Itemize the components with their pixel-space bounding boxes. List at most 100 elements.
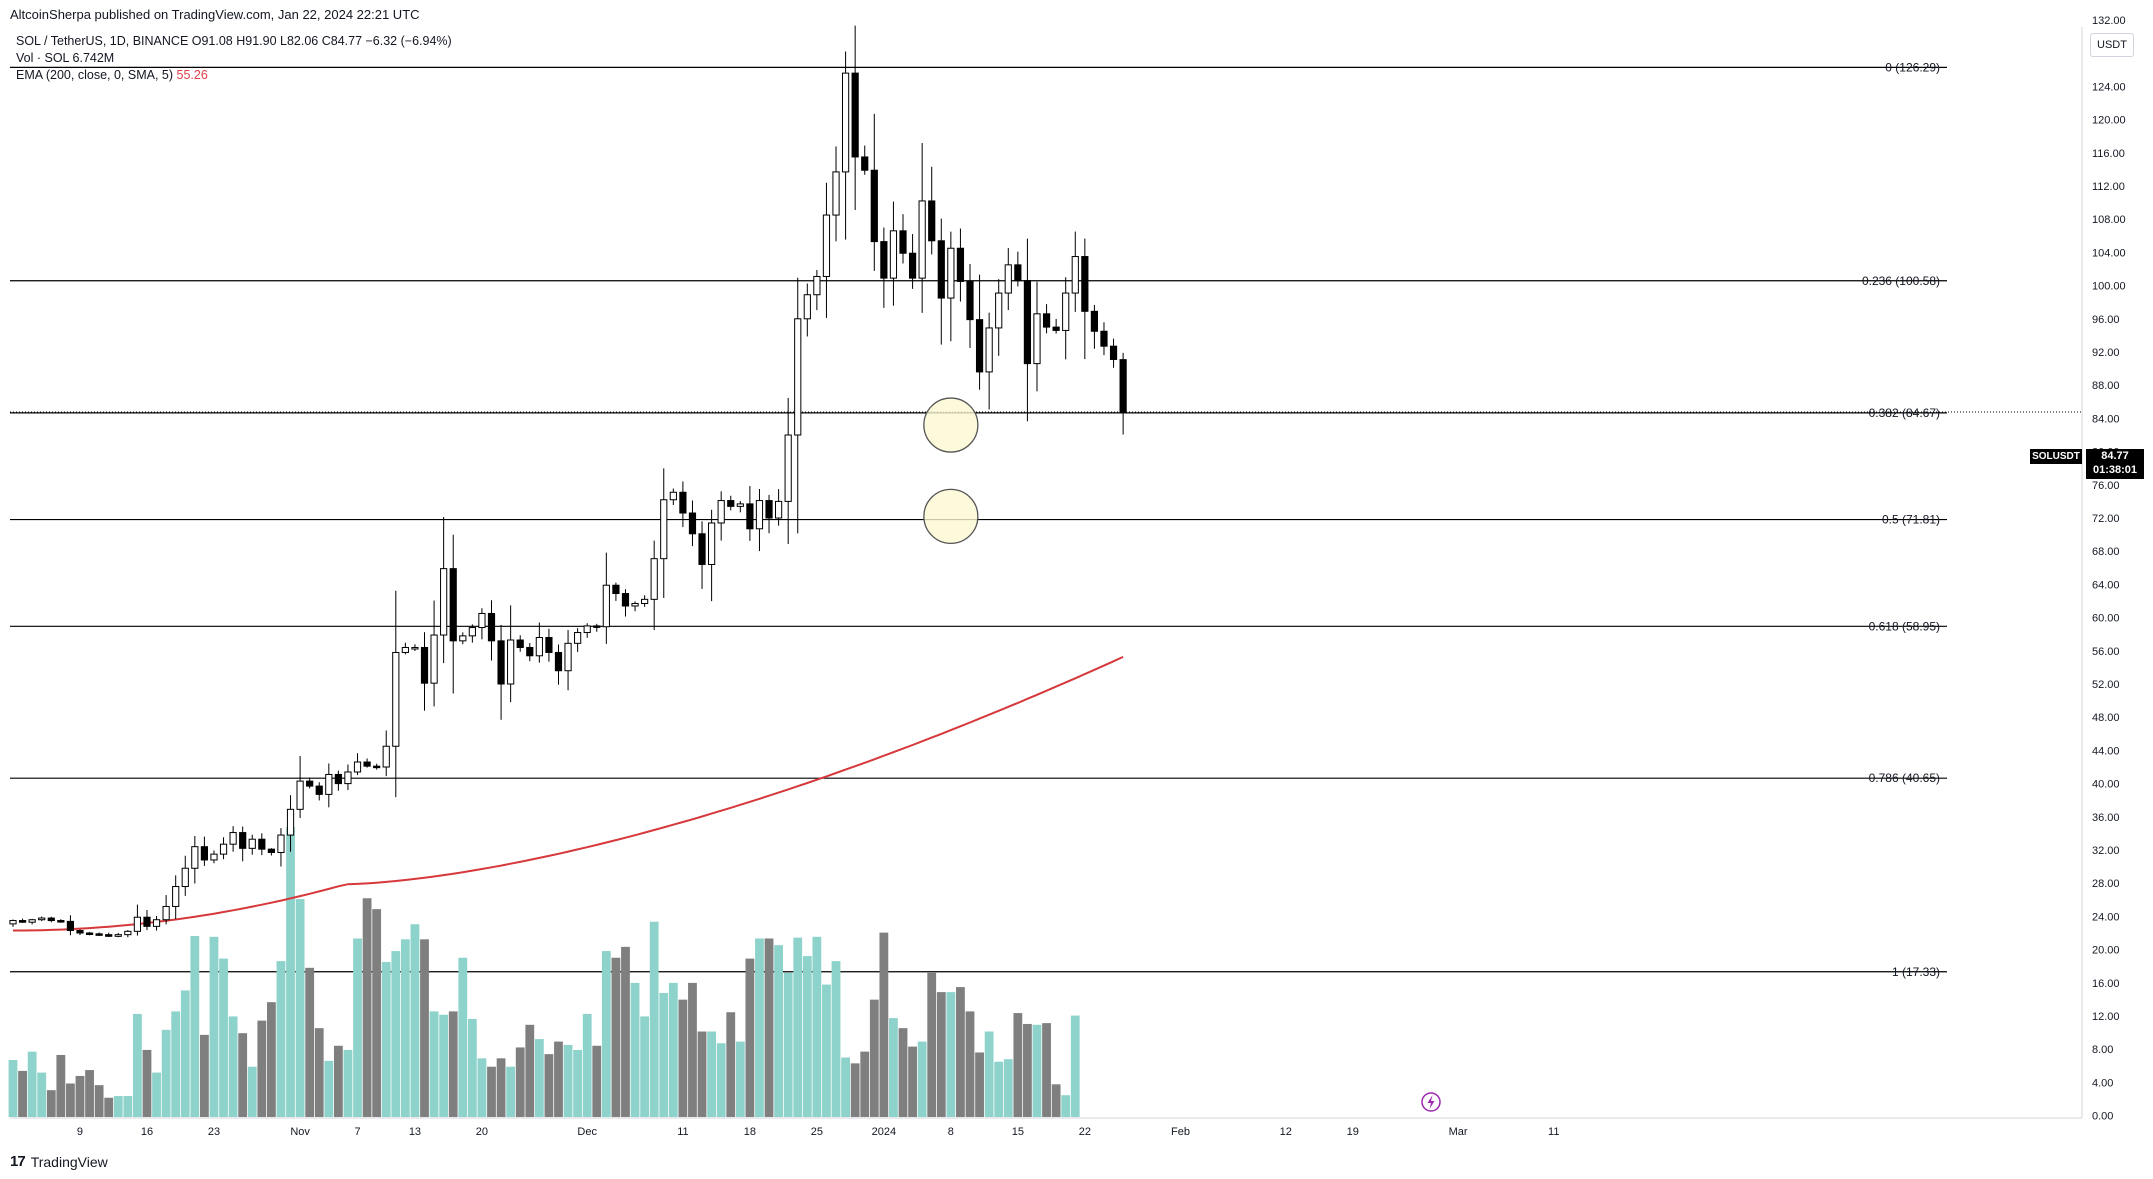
ema-200-line[interactable] bbox=[13, 655, 1124, 932]
candle[interactable] bbox=[277, 834, 285, 853]
candle[interactable] bbox=[191, 846, 199, 869]
candle[interactable] bbox=[956, 247, 965, 282]
candle[interactable] bbox=[468, 627, 476, 637]
candle[interactable] bbox=[660, 499, 668, 560]
candle[interactable] bbox=[306, 780, 314, 787]
candle[interactable] bbox=[95, 933, 103, 936]
candle[interactable] bbox=[621, 593, 630, 607]
candle[interactable] bbox=[478, 612, 486, 629]
candle[interactable] bbox=[66, 920, 75, 932]
candle[interactable] bbox=[411, 646, 419, 650]
candle[interactable] bbox=[267, 848, 275, 853]
candle[interactable] bbox=[880, 241, 888, 279]
candle[interactable] bbox=[239, 832, 247, 849]
candle[interactable] bbox=[497, 640, 505, 685]
candle[interactable] bbox=[889, 230, 898, 279]
candle[interactable] bbox=[18, 920, 27, 923]
candle[interactable] bbox=[1062, 292, 1070, 331]
candle[interactable] bbox=[353, 761, 362, 773]
candle[interactable] bbox=[928, 200, 936, 242]
candle[interactable] bbox=[1023, 280, 1032, 365]
candle[interactable] bbox=[822, 214, 831, 277]
candle[interactable] bbox=[755, 500, 764, 530]
candle[interactable] bbox=[1119, 359, 1127, 413]
candle[interactable] bbox=[966, 280, 974, 321]
candle[interactable] bbox=[870, 169, 878, 243]
candle[interactable] bbox=[133, 916, 142, 932]
candle[interactable] bbox=[124, 930, 132, 936]
candle[interactable] bbox=[679, 491, 687, 514]
candle[interactable] bbox=[334, 773, 342, 785]
candle[interactable] bbox=[1014, 264, 1022, 282]
candle[interactable] bbox=[200, 846, 209, 861]
candle[interactable] bbox=[650, 558, 658, 600]
candle[interactable] bbox=[602, 584, 610, 628]
ema-legend[interactable]: EMA (200, close, 0, SMA, 5) 55.26 bbox=[16, 67, 452, 84]
candle[interactable] bbox=[908, 252, 917, 279]
candle[interactable] bbox=[487, 612, 496, 642]
candle[interactable] bbox=[1100, 330, 1108, 347]
candle[interactable] bbox=[708, 522, 716, 565]
highlight-circle-1[interactable] bbox=[923, 488, 979, 544]
candle[interactable] bbox=[564, 642, 572, 672]
candle[interactable] bbox=[784, 434, 792, 502]
candle[interactable] bbox=[1081, 256, 1089, 312]
candle[interactable] bbox=[143, 916, 151, 927]
candle[interactable] bbox=[325, 773, 333, 795]
highlight-circle-0[interactable] bbox=[923, 397, 979, 453]
candle[interactable] bbox=[1042, 313, 1051, 328]
candle[interactable] bbox=[641, 598, 649, 604]
candle[interactable] bbox=[373, 765, 381, 769]
candle[interactable] bbox=[9, 920, 17, 925]
candle[interactable] bbox=[181, 867, 189, 888]
candle[interactable] bbox=[219, 843, 228, 855]
candle[interactable] bbox=[363, 761, 371, 767]
candle[interactable] bbox=[727, 500, 735, 507]
candle[interactable] bbox=[794, 318, 802, 436]
candle[interactable] bbox=[459, 635, 467, 642]
candle[interactable] bbox=[430, 634, 438, 684]
candle[interactable] bbox=[775, 500, 783, 519]
candle[interactable] bbox=[535, 637, 543, 657]
candle[interactable] bbox=[315, 785, 323, 795]
candle[interactable] bbox=[995, 292, 1003, 329]
candle[interactable] bbox=[382, 745, 390, 768]
candle[interactable] bbox=[937, 240, 945, 299]
candle[interactable] bbox=[401, 646, 409, 653]
candle[interactable] bbox=[1033, 313, 1041, 365]
candle[interactable] bbox=[1109, 345, 1118, 360]
candle[interactable] bbox=[985, 327, 993, 373]
candle[interactable] bbox=[172, 886, 180, 907]
candle[interactable] bbox=[440, 568, 448, 636]
candle[interactable] bbox=[57, 920, 65, 923]
candle[interactable] bbox=[28, 919, 36, 923]
candle[interactable] bbox=[38, 917, 46, 921]
candle[interactable] bbox=[554, 651, 563, 672]
candle[interactable] bbox=[229, 832, 237, 845]
candle[interactable] bbox=[765, 500, 773, 519]
candle[interactable] bbox=[593, 625, 601, 628]
candle[interactable] bbox=[688, 512, 697, 535]
lightning-icon[interactable] bbox=[1421, 1092, 1441, 1112]
candle[interactable] bbox=[583, 625, 591, 634]
candle[interactable] bbox=[746, 503, 754, 530]
candle[interactable] bbox=[105, 934, 113, 937]
candle[interactable] bbox=[1052, 326, 1060, 331]
candle[interactable] bbox=[1004, 264, 1012, 294]
candle[interactable] bbox=[736, 503, 744, 507]
candle[interactable] bbox=[85, 932, 94, 935]
candle[interactable] bbox=[669, 491, 677, 501]
candle[interactable] bbox=[832, 171, 840, 216]
candle[interactable] bbox=[162, 905, 170, 921]
currency-selector[interactable]: USDT bbox=[2090, 33, 2134, 57]
candle[interactable] bbox=[975, 319, 984, 373]
candle[interactable] bbox=[76, 930, 84, 934]
candle[interactable] bbox=[813, 275, 821, 296]
candle[interactable] bbox=[420, 646, 429, 684]
candle[interactable] bbox=[851, 72, 859, 158]
candle[interactable] bbox=[545, 637, 553, 653]
candle[interactable] bbox=[449, 568, 457, 642]
candle[interactable] bbox=[631, 602, 639, 607]
candle[interactable] bbox=[1090, 310, 1099, 332]
